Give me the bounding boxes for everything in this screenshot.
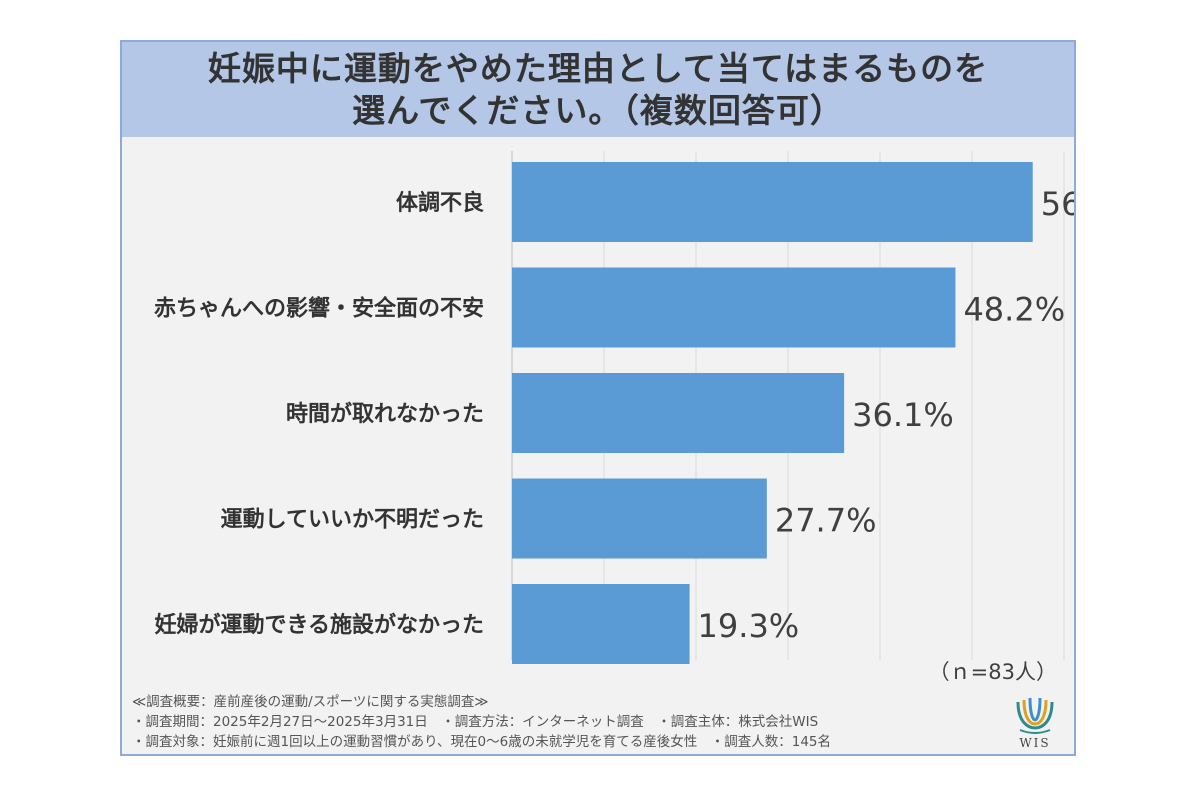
- category-label: 運動していいか不明だった: [221, 508, 484, 533]
- data-label: 56.6%: [1041, 185, 1074, 223]
- category-label: 妊婦が運動できる施設がなかった: [154, 612, 484, 638]
- bar-chart: 体調不良 56.6% 赤ちゃんへの影響・安全面の不安 48.2% 時間が取れなかった 36…: [154, 151, 1074, 684]
- footnote-line: ・調査対象：妊娠前に週1回以上の運動習慣があり、現在0～6歳の未就学児を育てる産…: [132, 734, 831, 750]
- category-label: 赤ちゃんへの影響・安全面の不安: [154, 296, 484, 322]
- category-label: 体調不良: [396, 190, 484, 216]
- category-label: 時間が取れなかった: [286, 401, 484, 427]
- bar: [512, 478, 767, 559]
- chart-title-line-1: 妊娠中に運動をやめた理由として当てはまるものを: [207, 48, 989, 88]
- bar: [512, 162, 1033, 242]
- footnote-line: ・調査期間：2025年2月27日～2025年3月31日 ・調査方法：インターネッ…: [132, 714, 819, 730]
- chart-frame: 妊娠中に運動をやめた理由として当てはまるものを 選んでください。（複数回答可） …: [120, 40, 1076, 756]
- sample-size-label: （ｎ=83人）: [929, 660, 1057, 684]
- logo-text: WIS: [1019, 736, 1051, 750]
- footnote-line: ≪調査概要：産前産後の運動/スポーツに関する実態調査≫: [132, 694, 489, 710]
- wis-logo: WIS: [1010, 696, 1060, 754]
- survey-footnotes: ≪調査概要：産前産後の運動/スポーツに関する実態調査≫ ・調査期間：2025年2…: [132, 692, 831, 752]
- wis-logo-mark-icon: [1016, 697, 1054, 734]
- data-label: 36.1%: [852, 396, 954, 434]
- data-label: 19.3%: [698, 607, 800, 645]
- chart-title-line-2: 選んでください。（複数回答可）: [352, 90, 844, 130]
- bar: [512, 267, 956, 348]
- bar: [512, 584, 690, 664]
- data-label: 48.2%: [963, 291, 1065, 329]
- data-label: 27.7%: [775, 502, 877, 540]
- title-band: 妊娠中に運動をやめた理由として当てはまるものを 選んでください。（複数回答可）: [122, 42, 1074, 137]
- bar: [512, 373, 845, 453]
